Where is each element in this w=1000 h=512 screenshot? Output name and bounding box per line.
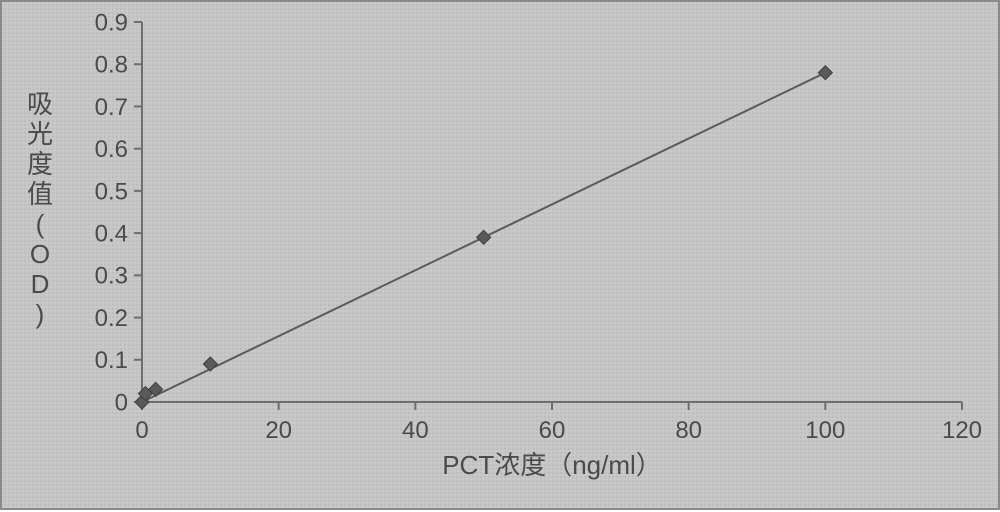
y-axis-title-char: D [31,269,50,299]
y-tick-label: 0.4 [95,221,128,248]
x-ticks: 0 20 40 60 80 100 120 [135,402,982,444]
data-point [818,66,832,80]
x-tick-label: 60 [539,417,566,444]
y-axis-title-char: 值 [27,179,53,209]
y-tick-label: 0.1 [95,347,128,374]
y-axis-title-char: ( [36,209,45,239]
y-tick-label: 0 [115,389,128,416]
y-tick-label: 0.8 [95,52,128,79]
plot-wrapper: 0 20 40 60 80 100 120 0 0.1 0.2 0.3 0.4 0.5 0.6 0.7 0.… [2,2,998,508]
x-axis-title: PCT浓度（ng/ml） [442,450,662,480]
y-axis-title: 吸光度值(OD) [27,89,53,329]
data-markers [135,66,832,409]
y-tick-label: 0.3 [95,263,128,290]
y-axis-title-char: 光 [27,119,53,149]
chart-container: 0 20 40 60 80 100 120 0 0.1 0.2 0.3 0.4 0.5 0.6 0.7 0.… [0,0,1000,510]
y-tick-label: 0.6 [95,136,128,163]
y-tick-label: 0.9 [95,9,128,36]
y-tick-label: 0.7 [95,94,128,121]
y-tick-label: 0.5 [95,178,128,205]
x-tick-label: 20 [265,417,292,444]
x-tick-label: 40 [402,417,429,444]
x-tick-label: 100 [805,417,845,444]
x-tick-label: 120 [942,417,982,444]
chart-svg: 0 20 40 60 80 100 120 0 0.1 0.2 0.3 0.4 0.5 0.6 0.7 0.… [2,2,1000,512]
y-axis-title-char: 度 [27,149,53,179]
data-point [477,230,491,244]
y-axis-title-char: O [30,239,50,269]
y-tick-label: 0.2 [95,305,128,332]
y-axis-title-char: 吸 [27,89,53,119]
y-axis-title-char: ) [36,299,45,329]
y-ticks: 0 0.1 0.2 0.3 0.4 0.5 0.6 0.7 0.8 0.9 [95,9,142,416]
data-point [203,357,217,371]
x-tick-label: 80 [675,417,702,444]
x-tick-label: 0 [135,417,148,444]
